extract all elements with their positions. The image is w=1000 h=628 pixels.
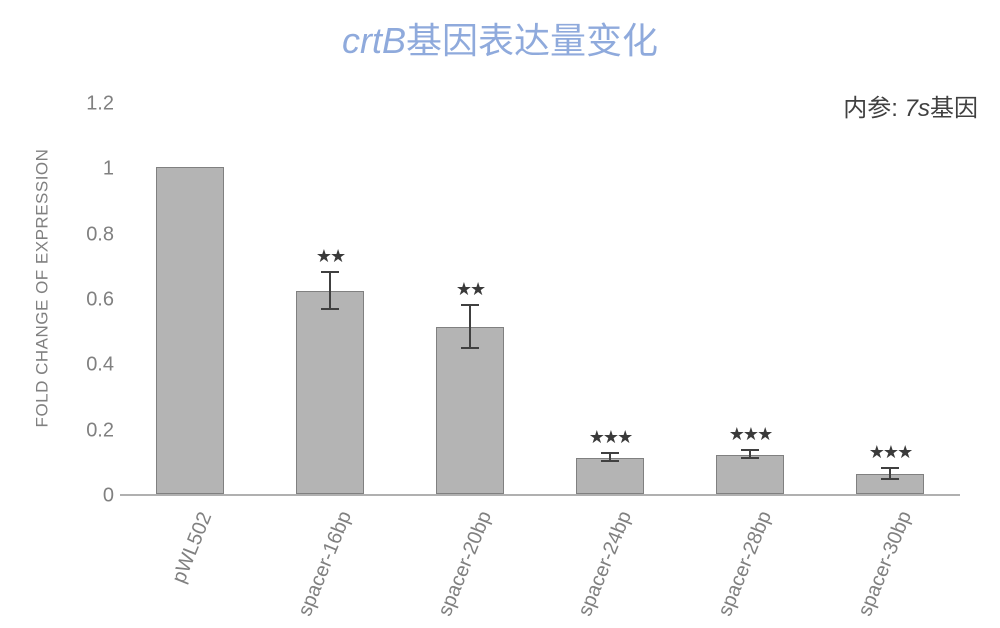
bar <box>156 167 223 494</box>
x-tick-label: spacer-24bp <box>574 508 637 620</box>
bar <box>856 474 923 494</box>
plot-area: 00.20.40.60.811.2pWL502★★spacer-16bp★★sp… <box>120 104 960 496</box>
x-tick-label: spacer-20bp <box>434 508 497 620</box>
chart-title: crtB基因表达量变化 <box>0 0 1000 72</box>
bar <box>296 291 363 494</box>
significance-marker: ★★ <box>316 246 344 267</box>
error-bar <box>889 467 891 480</box>
y-tick: 0.2 <box>68 419 114 442</box>
bar <box>436 327 503 494</box>
y-tick: 0.8 <box>68 223 114 246</box>
title-italic: crtB <box>342 20 406 61</box>
y-tick: 1.2 <box>68 93 114 116</box>
error-bar <box>609 452 611 462</box>
x-tick-label: spacer-30bp <box>854 508 917 620</box>
chart: FOLD CHANGE OF EXPRESSION 00.20.40.60.81… <box>28 78 978 608</box>
y-tick: 0 <box>68 485 114 508</box>
x-tick-label: spacer-28bp <box>714 508 777 620</box>
significance-marker: ★★ <box>456 279 484 300</box>
title-rest: 基因表达量变化 <box>406 20 658 61</box>
significance-marker: ★★★ <box>589 427 631 448</box>
x-tick-label: spacer-16bp <box>294 508 357 620</box>
error-bar <box>469 304 471 350</box>
y-tick: 0.4 <box>68 354 114 377</box>
bar <box>716 455 783 494</box>
bar <box>576 458 643 494</box>
x-tick-label: pWL502 <box>168 508 217 586</box>
y-tick: 1 <box>68 158 114 181</box>
significance-marker: ★★★ <box>869 442 911 463</box>
error-bar <box>749 449 751 459</box>
y-axis-label: FOLD CHANGE OF EXPRESSION <box>22 78 62 498</box>
significance-marker: ★★★ <box>729 424 771 445</box>
error-bar <box>329 271 331 310</box>
y-tick: 0.6 <box>68 289 114 312</box>
